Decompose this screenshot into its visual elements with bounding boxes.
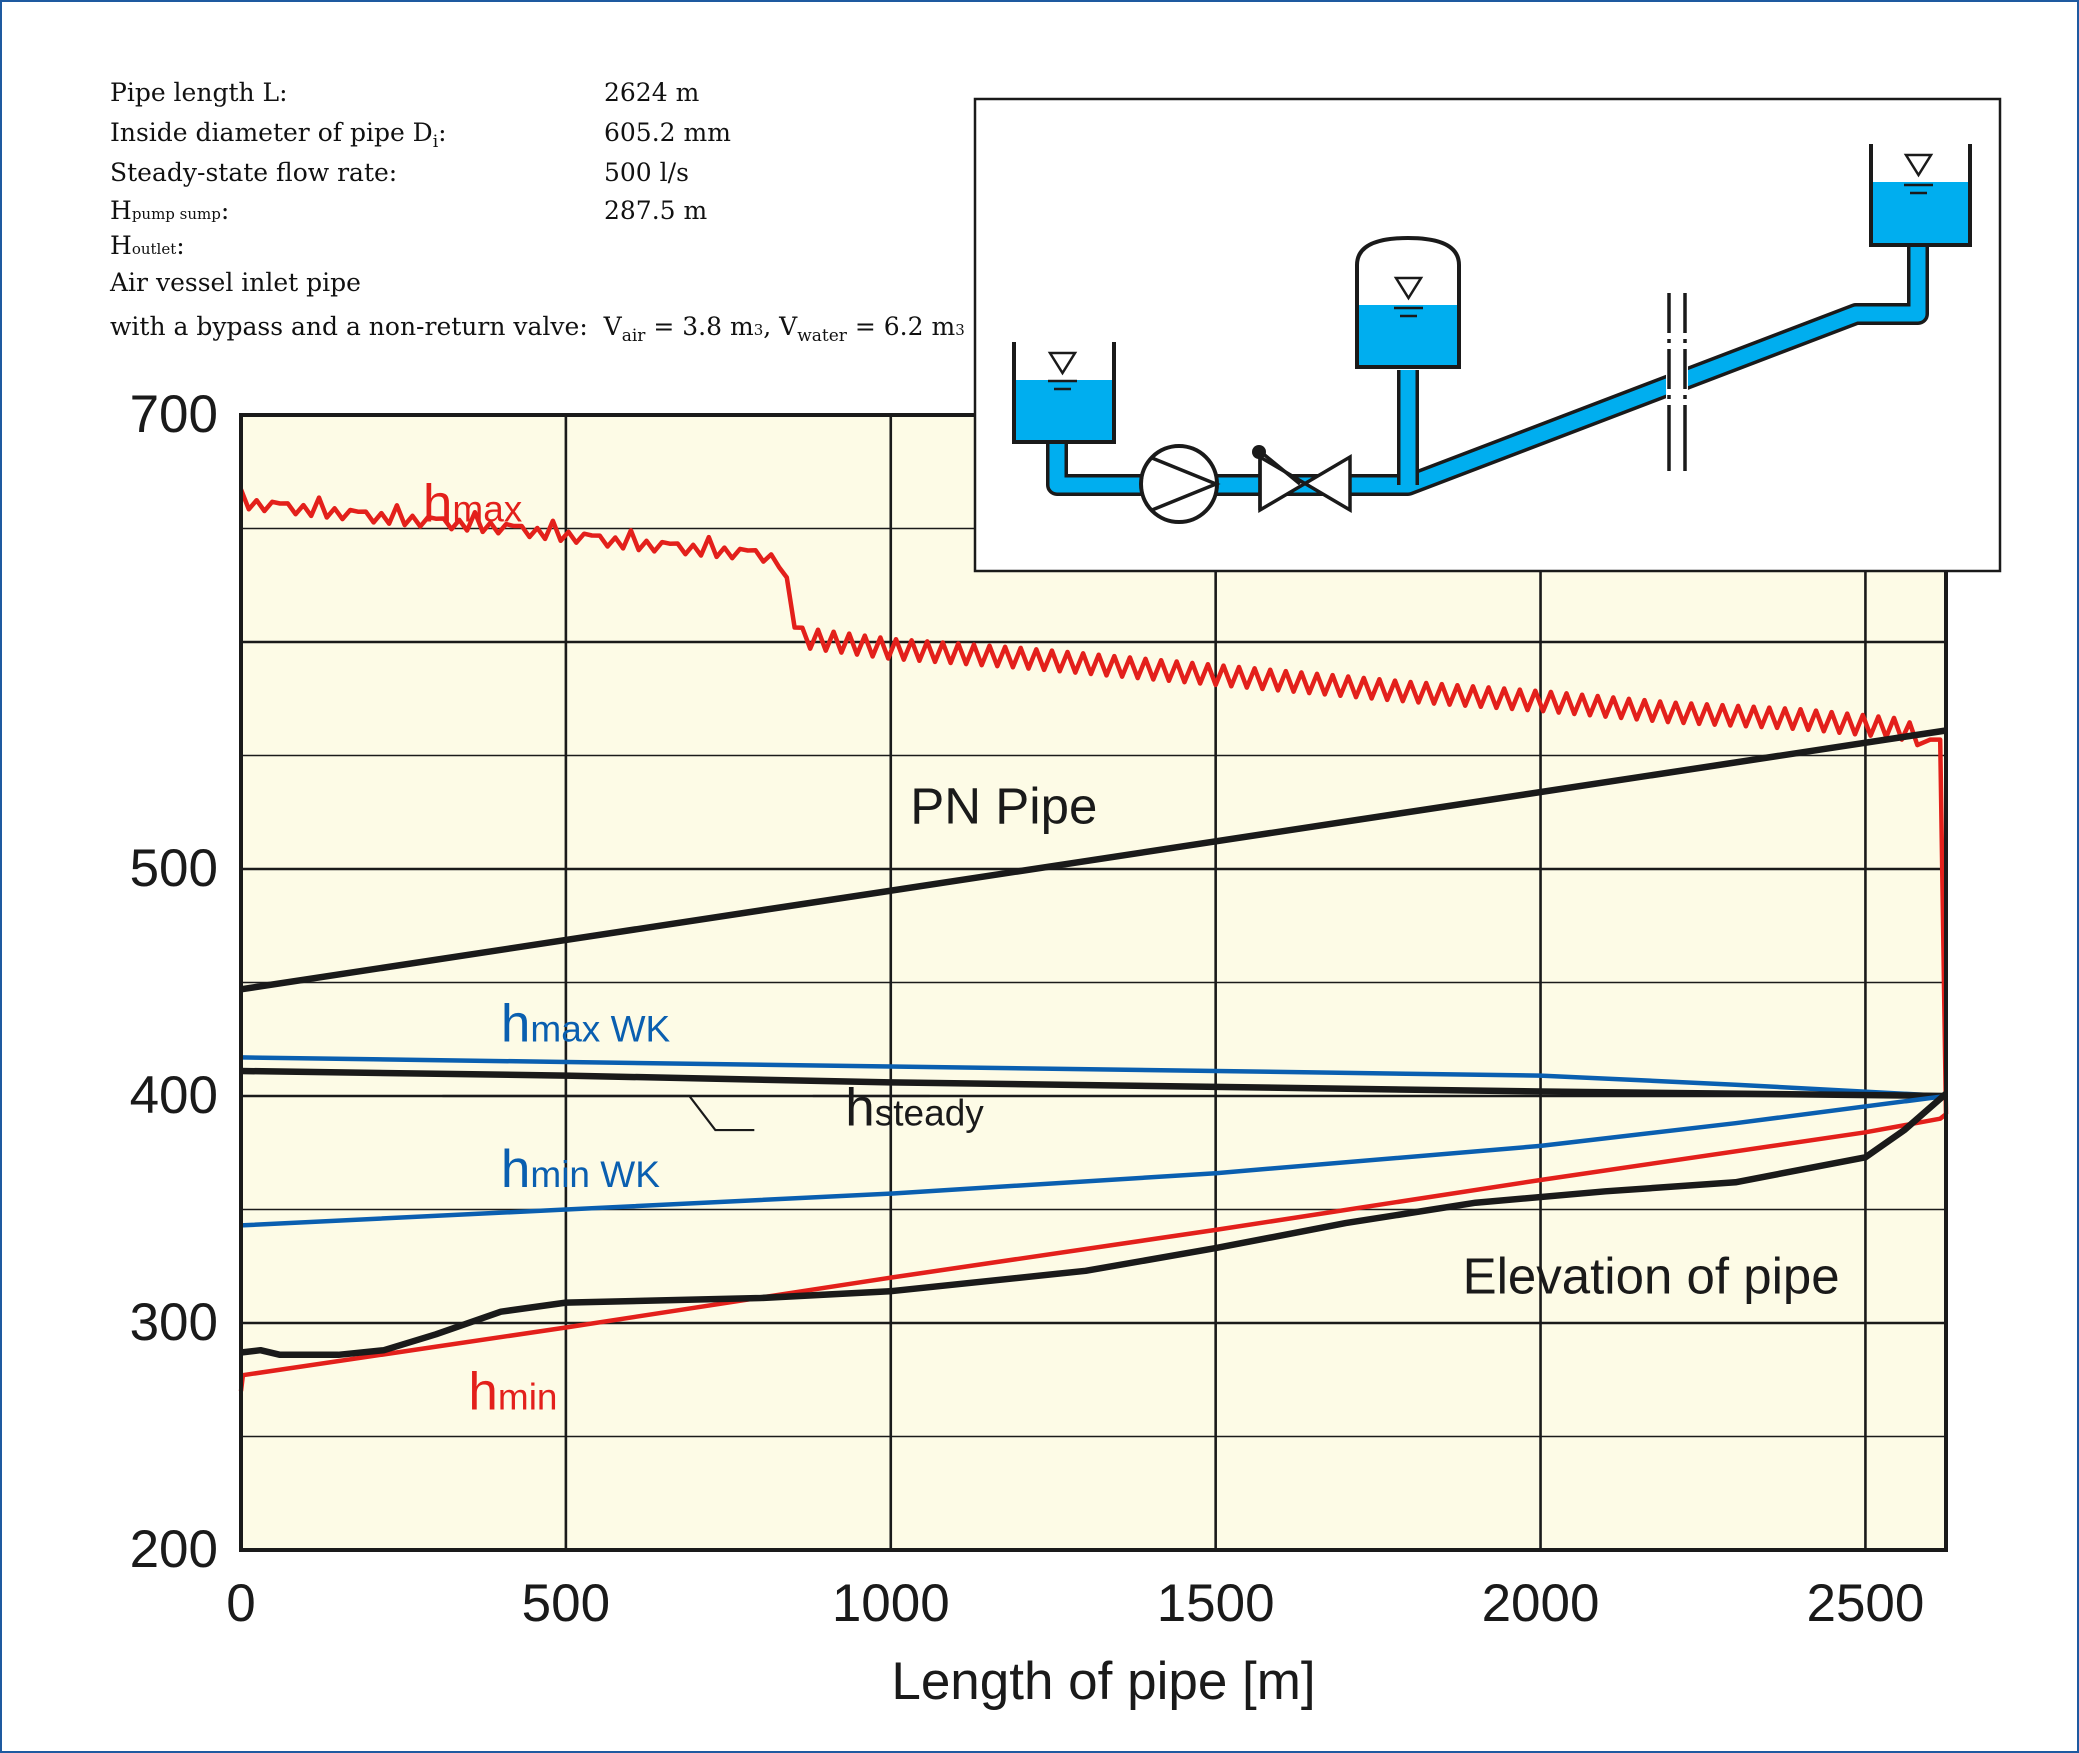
annotation-subscript-text: max WK [530, 1009, 670, 1050]
series-annotation: hmin WK [501, 1140, 660, 1199]
y-tick-label: 300 [130, 1293, 218, 1352]
x-axis-title: Length of pipe [m] [891, 1652, 1315, 1711]
x-tick-label: 1500 [1157, 1574, 1275, 1633]
air-vessel-volume-row: with a bypass and a non-return valve: Va… [110, 312, 965, 346]
parameter-label: Steady-state flow rate: [110, 158, 397, 187]
outlet-tank-water [1871, 182, 1970, 245]
valve-actuator-icon [1252, 445, 1266, 459]
series-annotation: hmin [468, 1362, 557, 1421]
vwater-value: = 6.2 m [846, 312, 956, 341]
annotation-main-text: h [845, 1079, 874, 1138]
series-line-hmax [238, 488, 1949, 1115]
x-tick-label: 2000 [1482, 1574, 1600, 1633]
parameter-value: 605.2 mm [604, 118, 731, 147]
parameter-label: Inside diameter of pipe Di: [110, 118, 447, 152]
annotation-subscript-text: min WK [530, 1154, 660, 1195]
parameter-label-subscript: i [432, 132, 439, 152]
annotation-main-text: Elevation of pipe [1463, 1247, 1840, 1304]
annotation-subscript-text: steady [875, 1093, 985, 1134]
parameter-label-small: outlet [131, 240, 177, 258]
y-tick-label: 200 [130, 1520, 218, 1579]
water-level-icon [1393, 276, 1424, 301]
vair-subscript: air [621, 326, 646, 346]
series-line-hsteady [240, 1067, 1947, 1100]
vwater-label: V [779, 312, 798, 341]
parameter-label: Air vessel inlet pipe [110, 268, 361, 297]
parameter-label: Houtlet: [110, 231, 185, 260]
parameter-value: 287.5 m [604, 196, 708, 225]
series-line-pn-pipe [240, 727, 1947, 993]
annotation-main-text: PN Pipe [910, 778, 1097, 835]
y-tick-label: 500 [130, 839, 218, 898]
x-tick-label: 1000 [832, 1574, 950, 1633]
pipe-break-gap [1666, 330, 1688, 434]
vair-value: = 3.8 m [645, 312, 754, 341]
pump-arrow-icon [1151, 456, 1221, 512]
separator: , [763, 312, 780, 341]
series-line-hmax-wk [240, 1055, 1947, 1099]
parameter-label-text: H [110, 231, 132, 260]
system-schematic [973, 97, 2002, 573]
water-level-icon [1047, 351, 1078, 376]
parameter-label: Pipe length L: [110, 78, 288, 107]
vwater-unit-exponent: 3 [955, 321, 965, 339]
valve-stem [1259, 450, 1302, 486]
annotation-subscript-text: max [452, 489, 522, 530]
annotation-main-text: h [501, 1140, 530, 1199]
hsteady-leader-line [442, 1094, 930, 1132]
parameter-value: 2624 m [604, 78, 700, 107]
parameter-label-text: H [110, 196, 132, 225]
series-lines [238, 488, 1949, 1392]
series-annotation: hsteady [845, 1079, 984, 1138]
x-tick-label: 0 [226, 1574, 255, 1633]
vwater-subscript: water [797, 326, 847, 346]
annotation-main-text: h [468, 1362, 497, 1421]
parameter-label-text: Pipe length L: [110, 78, 288, 107]
parameter-label-text: Steady-state flow rate: [110, 158, 398, 187]
pump-sump-tank [1012, 342, 1116, 444]
parameter-label-colon: : [220, 196, 230, 225]
parameter-label-small: pump sump [131, 205, 221, 223]
x-tick-label: 2500 [1806, 1574, 1924, 1633]
parameter-value: 500 l/s [604, 158, 689, 187]
parameter-label-text: Air vessel inlet pipe [110, 268, 361, 297]
annotation-subscript-text: min [498, 1376, 558, 1417]
parameter-label-colon: : [438, 118, 447, 147]
pipeline [1049, 244, 1926, 493]
series-annotation: hmax WK [501, 995, 671, 1054]
vair-unit-exponent: 3 [753, 321, 764, 339]
series-line-elevation-of-pipe [240, 1091, 1949, 1359]
annotation-main-text: h [501, 995, 530, 1054]
water-level-icon [1903, 153, 1934, 178]
vair-label: V [603, 312, 622, 341]
air-vessel [1355, 235, 1461, 369]
outlet-tank [1869, 144, 1972, 247]
air-vessel-water [1358, 305, 1458, 366]
series-annotation: PN Pipe [910, 778, 1097, 835]
parameter-label-colon: : [176, 231, 185, 260]
series-annotation: hmax [423, 475, 523, 534]
air-vessel-description: with a bypass and a non-return valve: [110, 312, 588, 341]
pump-sump-water [1014, 380, 1114, 442]
series-line-hmin-wk [240, 1093, 1947, 1228]
parameter-label: Hpump sump: [110, 196, 229, 225]
x-tick-label: 500 [522, 1574, 610, 1633]
schematic-box [973, 97, 2002, 573]
parameter-label-text: Inside diameter of pipe D [110, 118, 433, 147]
y-tick-label: 400 [130, 1066, 218, 1125]
y-tick-label: 700 [130, 385, 218, 444]
series-annotation: Elevation of pipe [1463, 1247, 1840, 1304]
annotation-main-text: h [423, 475, 452, 534]
